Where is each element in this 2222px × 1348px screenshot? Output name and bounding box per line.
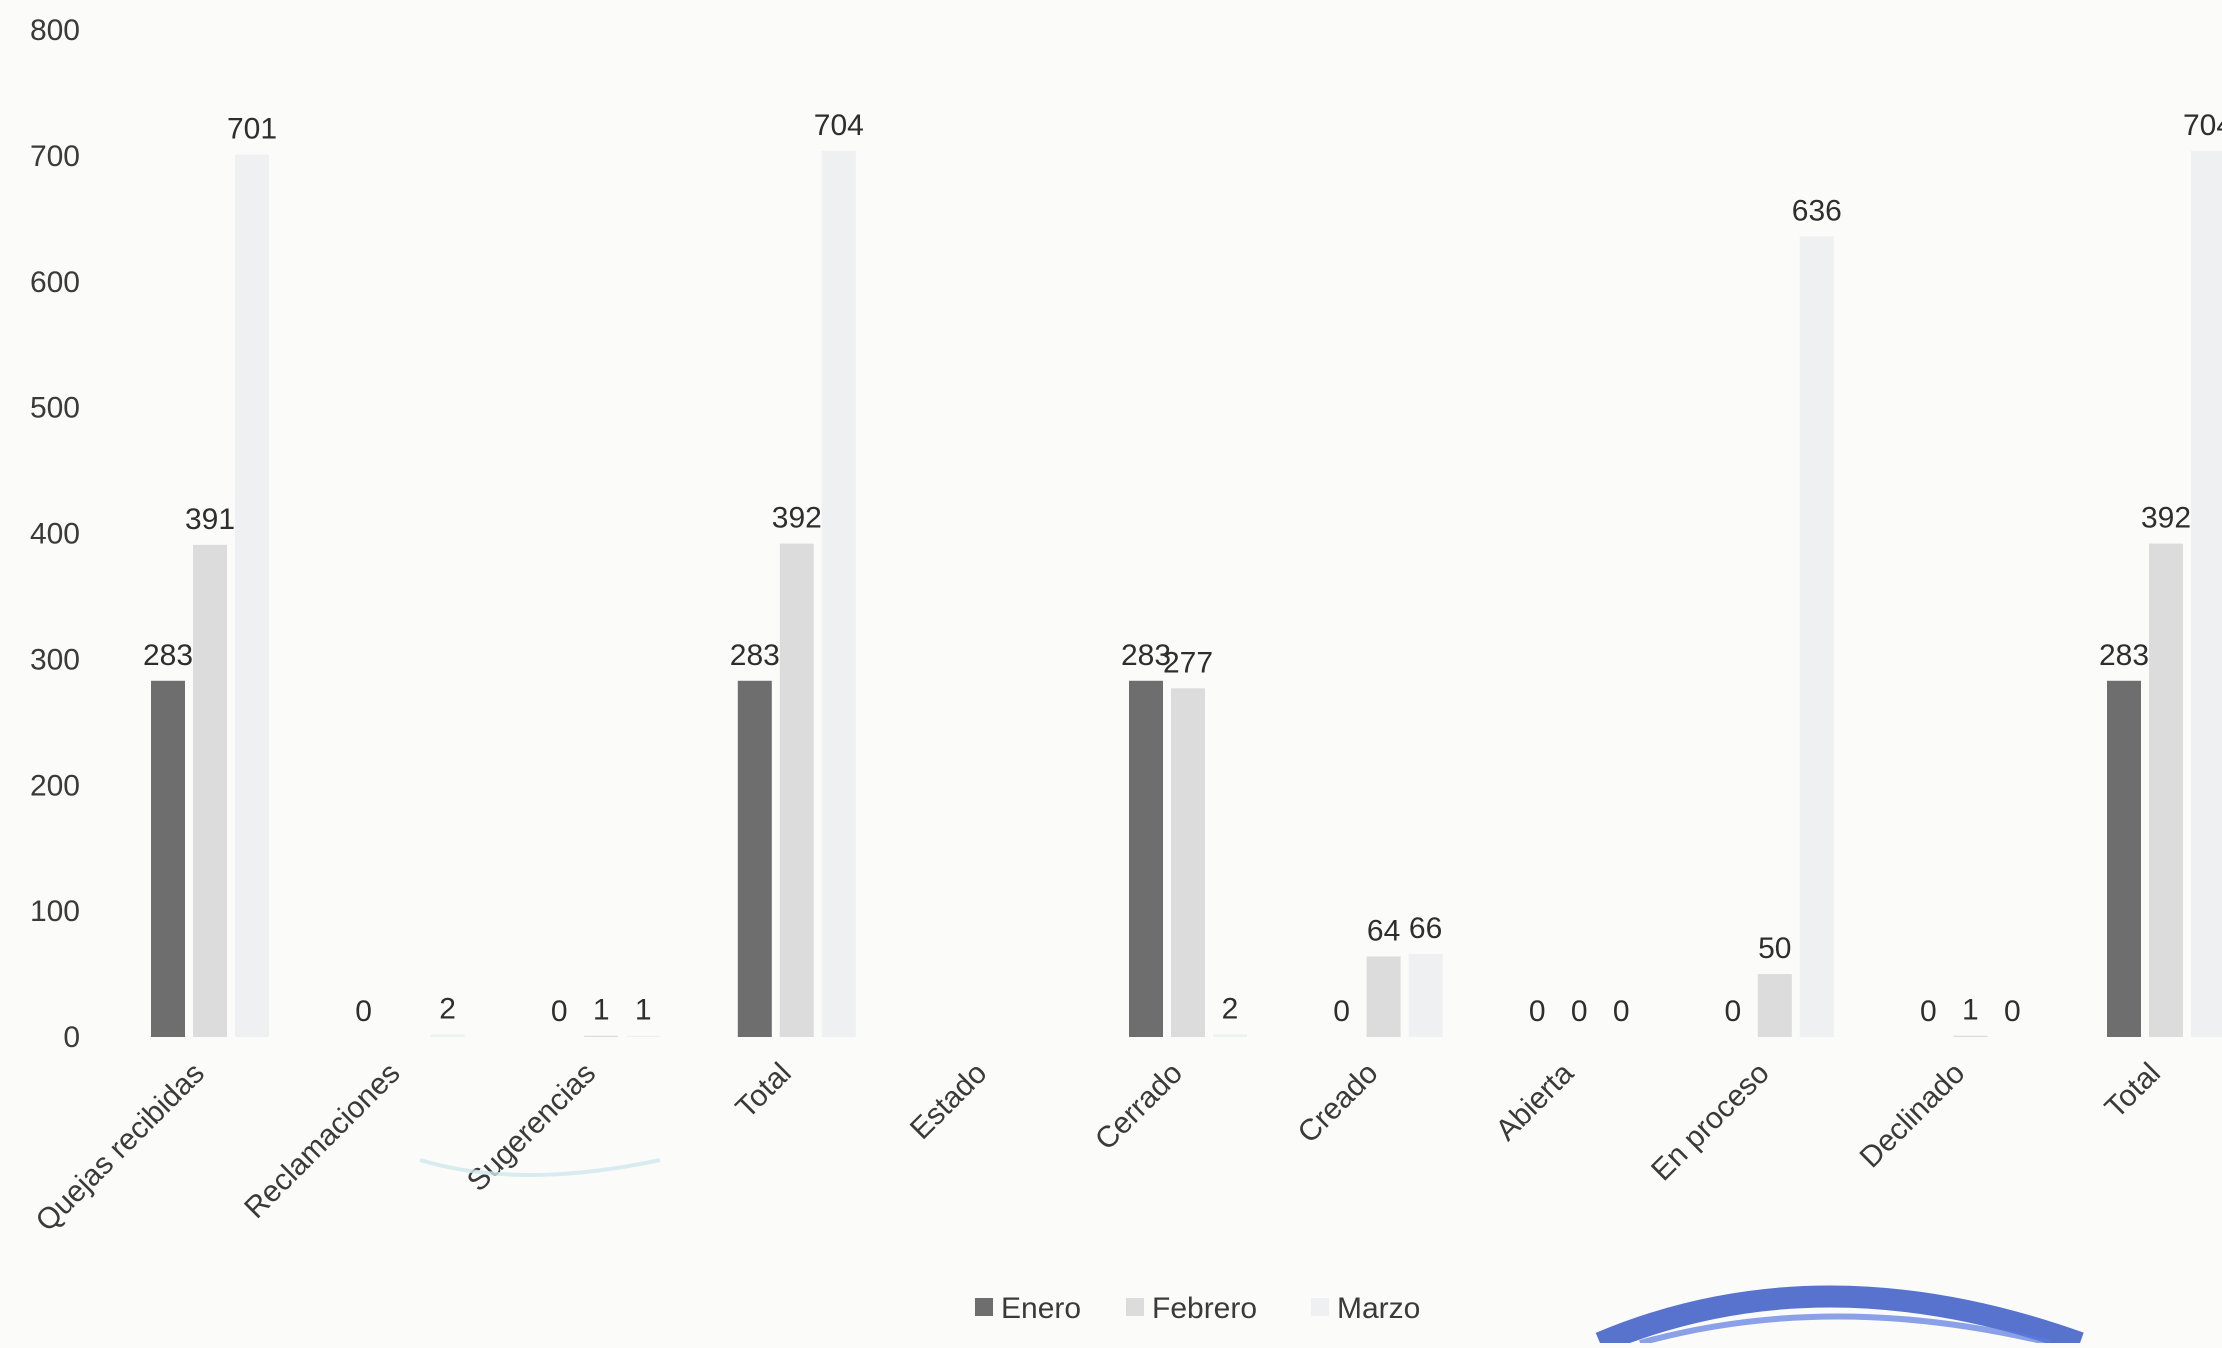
bar-marzo-5 — [1213, 1034, 1247, 1037]
legend-label-marzo: Marzo — [1337, 1292, 1420, 1325]
bars-group — [151, 150, 2222, 1038]
x-category-label: Cerrado — [1089, 1057, 1189, 1157]
bar-marzo-8 — [1799, 236, 1834, 1037]
bar-febrero-2 — [584, 1035, 619, 1037]
bar-enero-0 — [151, 680, 185, 1037]
x-category-label: Creado — [1292, 1057, 1385, 1150]
data-label: 0 — [2004, 995, 2021, 1028]
data-label: 1 — [1962, 994, 1979, 1027]
bar-marzo-1 — [430, 1034, 465, 1037]
bar-febrero-10 — [2149, 543, 2183, 1037]
bar-enero-3 — [737, 680, 772, 1037]
bar-febrero-8 — [1757, 974, 1792, 1037]
data-label: 66 — [1409, 912, 1442, 945]
data-label: 0 — [1333, 995, 1350, 1028]
y-tick-label: 200 — [30, 769, 80, 802]
legend-swatch-febrero — [1126, 1298, 1144, 1316]
data-label: 0 — [1529, 995, 1546, 1028]
data-label: 0 — [1920, 995, 1937, 1028]
x-category-label: En proceso — [1645, 1057, 1776, 1188]
y-tick-label: 400 — [30, 518, 80, 551]
data-label: 701 — [227, 113, 277, 146]
bar-enero-5 — [1129, 680, 1163, 1037]
y-tick-label: 700 — [30, 140, 80, 173]
bar-febrero-9 — [1953, 1035, 1988, 1037]
y-tick-label: 0 — [63, 1021, 80, 1054]
data-label: 277 — [1163, 646, 1213, 679]
data-label: 283 — [730, 639, 780, 672]
data-label: 1 — [593, 994, 610, 1027]
x-category-label: Estado — [904, 1057, 993, 1146]
y-tick-label: 100 — [30, 895, 80, 928]
data-label: 0 — [551, 995, 568, 1028]
data-label: 0 — [355, 995, 372, 1028]
bar-enero-10 — [2107, 680, 2141, 1037]
bar-febrero-5 — [1171, 688, 1205, 1037]
data-label: 283 — [2099, 639, 2149, 672]
scan-smudge — [419, 1158, 661, 1177]
y-tick-label: 600 — [30, 266, 80, 299]
seal-stamp — [1595, 1285, 2084, 1348]
data-label: 392 — [772, 502, 822, 535]
x-category-label: Declinado — [1854, 1057, 1972, 1175]
legend-swatch-marzo — [1311, 1298, 1329, 1316]
bar-marzo-10 — [2191, 150, 2222, 1038]
y-axis: 0 100 200 300 400 500 600 700 800 — [30, 14, 80, 1054]
x-axis: Quejas recibidas Reclamaciones Sugerencias… — [30, 1056, 2167, 1238]
data-label: 392 — [2141, 502, 2191, 535]
data-label: 2 — [1222, 992, 1239, 1025]
legend-label-febrero: Febrero — [1152, 1292, 1257, 1325]
data-label: 704 — [2183, 109, 2222, 142]
data-label: 704 — [814, 109, 864, 142]
bar-febrero-0 — [193, 544, 227, 1037]
y-tick-label: 800 — [30, 14, 80, 47]
data-label: 0 — [1571, 995, 1588, 1028]
bar-marzo-2 — [626, 1035, 661, 1037]
data-label: 0 — [1613, 995, 1630, 1028]
legend-label-enero: Enero — [1001, 1292, 1081, 1325]
bar-marzo-0 — [235, 154, 269, 1037]
data-label: 64 — [1367, 914, 1400, 947]
legend-swatch-enero — [975, 1298, 993, 1316]
y-tick-label: 500 — [30, 392, 80, 425]
x-category-label: Abierta — [1490, 1056, 1581, 1147]
data-label: 0 — [1724, 995, 1741, 1028]
data-label: 283 — [1121, 639, 1171, 672]
y-tick-label: 300 — [30, 643, 80, 676]
bar-marzo-3 — [821, 150, 856, 1038]
data-label: 636 — [1792, 194, 1842, 227]
bar-marzo-6 — [1408, 953, 1443, 1037]
legend: Enero Febrero Marzo — [975, 1292, 1420, 1325]
bar-febrero-3 — [779, 543, 814, 1037]
x-category-label: Reclamaciones — [238, 1057, 406, 1225]
data-label: 1 — [635, 994, 652, 1027]
x-category-label: Total — [2099, 1057, 2167, 1125]
x-category-label: Total — [730, 1057, 798, 1125]
x-category-label: Quejas recibidas — [30, 1057, 211, 1238]
data-label: 391 — [185, 503, 235, 536]
data-label: 50 — [1758, 932, 1791, 965]
data-label: 2 — [439, 992, 456, 1025]
data-label: 283 — [143, 639, 193, 672]
bar-febrero-6 — [1366, 956, 1401, 1037]
